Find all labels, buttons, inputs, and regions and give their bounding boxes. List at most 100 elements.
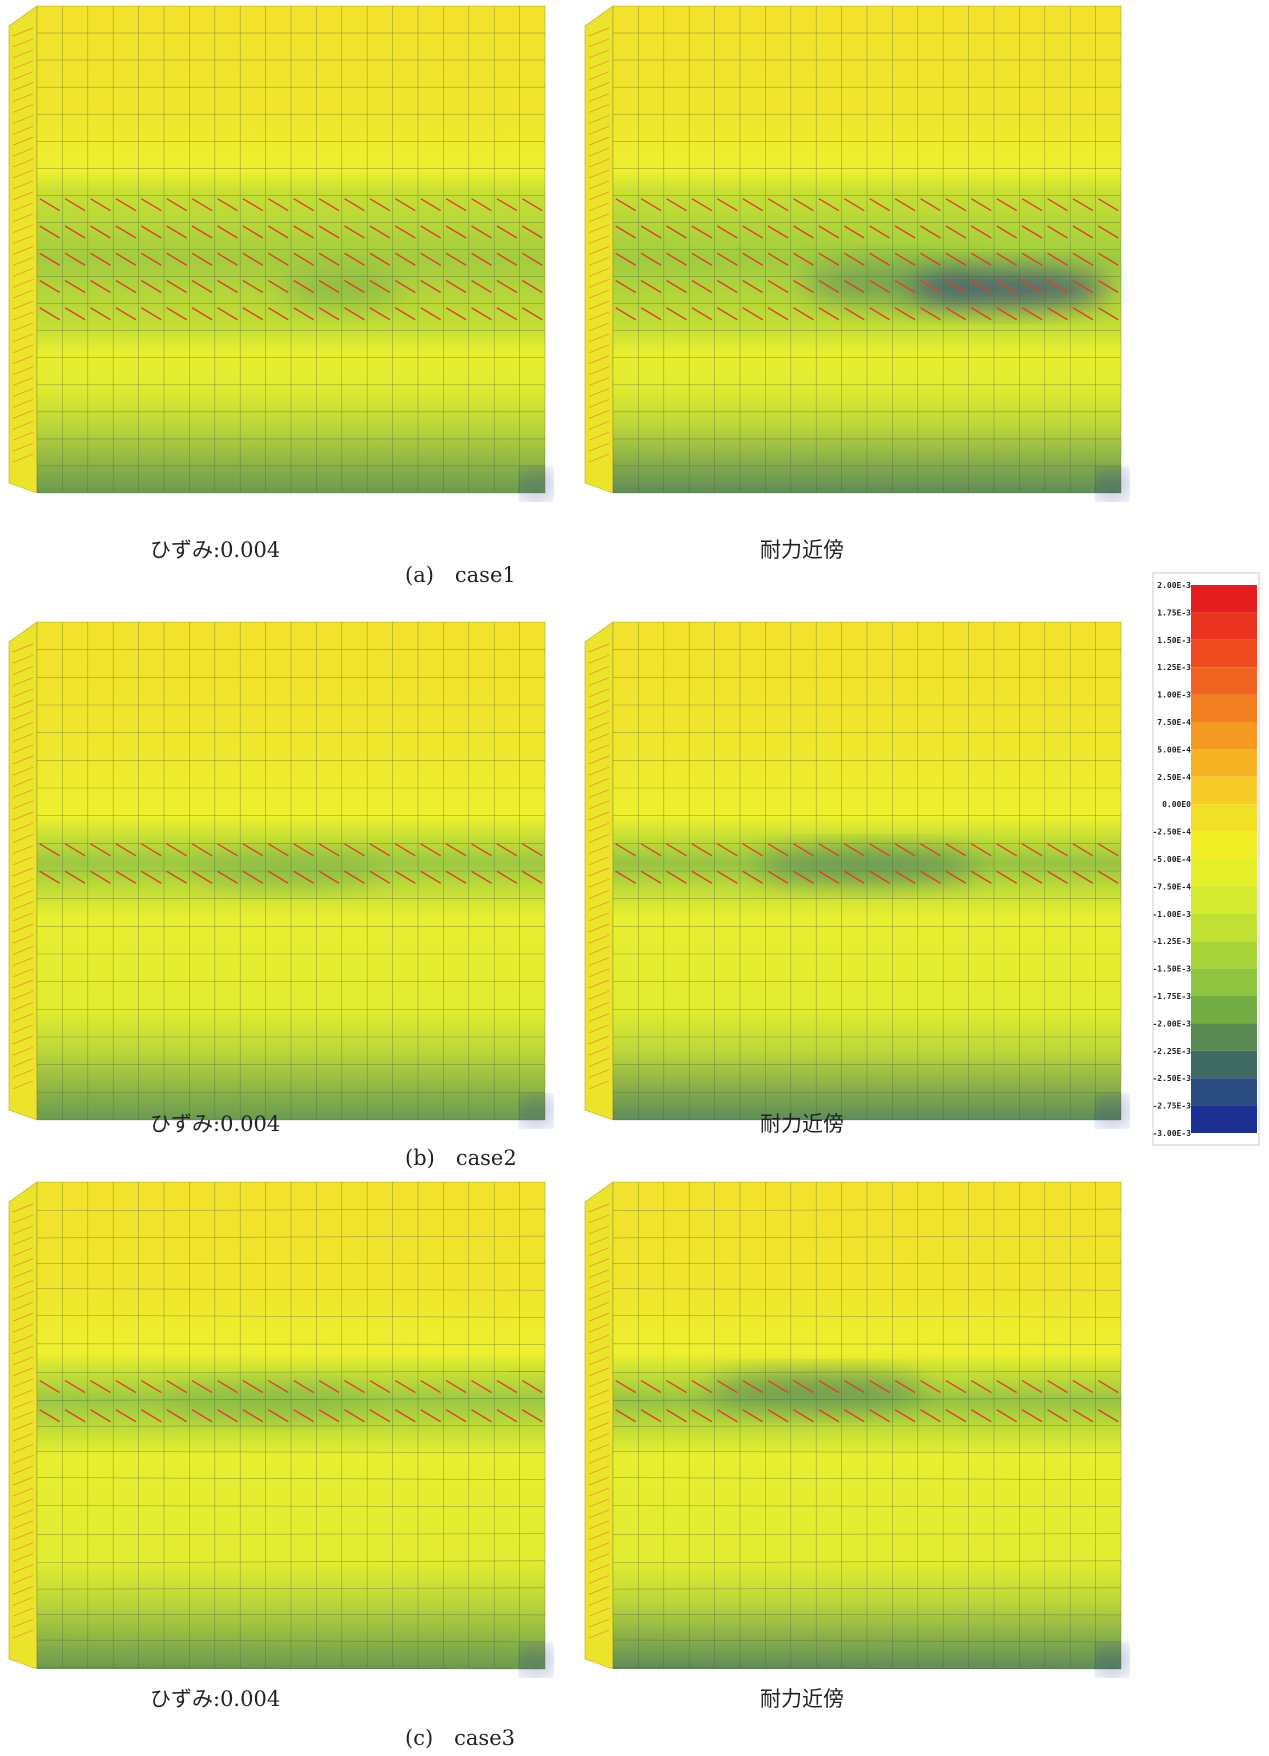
crack-mark [140,870,162,884]
mesh-line [36,1371,546,1374]
crack-mark [1047,307,1068,321]
crack-mark [742,225,764,239]
side-hatch [12,289,34,299]
crack-mark [90,1409,111,1423]
crack-mark [945,1379,967,1394]
mesh-line [612,1533,1122,1535]
crack-mark [267,307,289,321]
side-hatch [12,202,34,212]
side-hatch [12,1454,34,1464]
side-hatch [12,169,34,179]
crack-mark [267,1379,289,1394]
mesh-line [612,1639,1122,1643]
side-hatch [12,180,34,190]
legend-label: -5.00E-4 [1152,855,1191,864]
side-hatch [588,322,610,332]
side-hatch [588,1465,610,1475]
crack-mark [793,252,814,266]
side-hatch [12,733,34,742]
crack-mark [920,1409,941,1423]
side-hatch [588,1607,610,1617]
side-hatch [588,755,610,765]
crack-mark [1021,225,1043,239]
crack-mark [293,1409,315,1423]
caption: (c) case3 [405,1726,515,1750]
crack-mark [843,279,865,294]
side-hatch [588,990,610,1000]
crack-mark [64,307,86,321]
side-hatch [588,800,610,810]
side-hatch [588,257,610,266]
side-hatch [588,666,610,675]
crack-mark [267,870,289,884]
crack-mark [64,1409,86,1423]
crack-mark [970,198,992,212]
crack-mark [666,252,687,266]
side-hatch [12,1024,34,1034]
crack-mark [293,252,315,266]
crack-mark [1047,198,1068,212]
side-hatch [588,202,610,212]
side-hatch [12,1301,34,1311]
crack-mark [894,307,916,321]
side-hatch [588,1280,610,1289]
side-hatch [588,766,610,776]
side-hatch [588,643,610,653]
side-hatch [588,867,610,877]
crack-mark [445,307,467,321]
side-hatch [588,355,610,365]
crack-mark [267,843,289,857]
crack-mark [970,307,992,321]
crack-mark [115,198,137,212]
side-hatch [588,366,610,375]
crack-mark [217,198,238,212]
crack-mark [445,225,467,239]
crack-mark [793,307,814,321]
crack-mark [217,870,238,884]
side-hatch [588,1596,610,1606]
crack-mark [369,198,391,212]
mesh-line [612,1371,1122,1374]
side-hatch [588,912,610,922]
crack-mark [920,870,941,884]
crack-mark [267,252,289,266]
side-hatch [12,453,34,463]
crack-mark [615,225,637,239]
side-hatch [588,699,610,709]
side-hatch [588,778,610,787]
legend-label: 1.50E-3 [1157,636,1191,645]
crack-mark [394,870,416,884]
side-hatch [12,1586,34,1595]
side-hatch [12,766,34,776]
side-hatch [12,1389,34,1399]
crack-mark [869,870,891,884]
crack-mark [843,1409,865,1423]
crack-mark [793,870,814,884]
mesh-line [36,1505,546,1507]
crack-mark [1047,225,1068,239]
crack-mark [267,198,289,212]
crack-mark [394,279,416,294]
crack-mark [767,279,789,294]
crack-mark [140,843,162,857]
crack-mark [445,198,467,212]
side-hatch [12,957,34,966]
crack-mark [369,843,391,857]
crack-mark [818,307,840,321]
side-hatch [12,268,34,277]
side-hatch [588,289,610,299]
legend-label: -1.50E-3 [1152,965,1191,974]
side-hatch [12,191,34,201]
crack-mark [344,198,365,212]
side-hatch [12,1476,34,1486]
side-hatch [588,1080,610,1090]
legend-swatch [1191,585,1257,613]
side-hatch [588,688,610,698]
crack-mark [869,225,891,239]
crack-mark [793,843,814,857]
crack-mark [394,843,416,857]
legend-label: 1.00E-3 [1157,691,1191,700]
crack-mark [691,870,713,884]
crack-mark [90,225,111,239]
crack-mark [691,843,713,857]
